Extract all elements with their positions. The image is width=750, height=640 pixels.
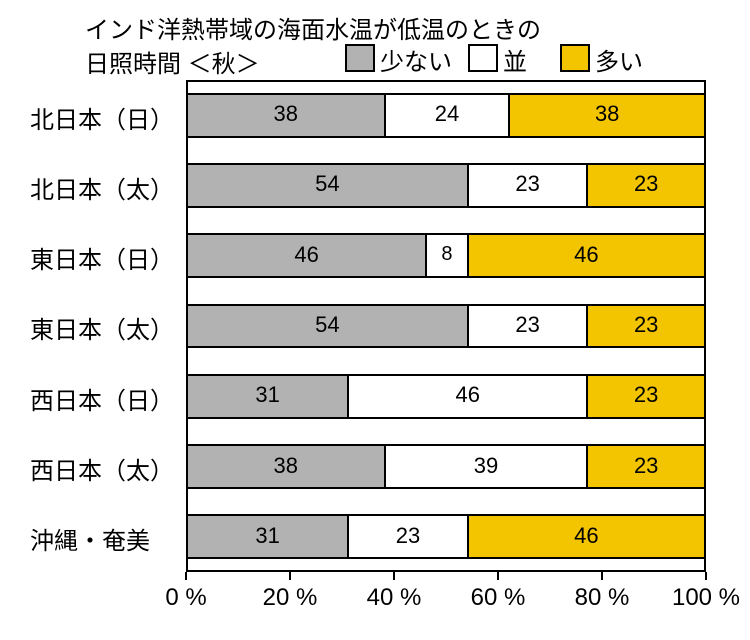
bar-row: 31 46 23 [186,374,706,419]
bar-value: 8 [441,243,452,266]
bar-value: 23 [634,382,658,408]
bar-row: 38 24 38 [186,93,706,138]
legend-label: 多い [595,42,643,77]
x-tick-label: 80 % [575,584,630,612]
bar-value: 46 [574,523,598,549]
bar-segment-normal: 23 [347,516,467,557]
bar-value: 31 [255,382,279,408]
legend-label: 並 [503,42,527,77]
bar-row: 54 23 23 [186,304,706,349]
bar-value: 31 [255,523,279,549]
plot-area: 38 24 38 54 23 23 46 8 46 54 23 23 31 46 23 38 39 23 31 23 4… [186,80,706,572]
bar-segment-few: 54 [186,165,467,206]
bar-segment-few: 38 [186,95,384,136]
row-label: 北日本（日） [30,100,174,135]
bar-segment-normal: 23 [467,165,587,206]
row-label: 東日本（太） [30,310,174,345]
bar-value: 23 [634,312,658,338]
chart-title-line1: インド洋熱帯域の海面水温が低温のときの [85,10,541,45]
bar-value: 24 [435,101,459,127]
x-tick [185,572,187,580]
bar-value: 54 [315,312,339,338]
bar-row: 46 8 46 [186,233,706,278]
row-label: 沖縄・奄美 [30,521,150,556]
bar-segment-few: 31 [186,516,347,557]
bar-segment-normal: 46 [347,376,586,417]
x-tick [289,572,291,580]
legend-swatch [345,44,375,72]
bar-segment-normal: 23 [467,306,587,347]
x-tick [705,572,707,580]
bar-value: 23 [515,171,539,197]
bar-row: 38 39 23 [186,444,706,489]
x-tick [497,572,499,580]
bar-value: 23 [634,453,658,479]
bar-segment-normal: 39 [384,446,587,487]
bar-value: 46 [456,382,480,408]
row-label: 西日本（日） [30,381,174,416]
bar-value: 23 [634,171,658,197]
bar-segment-many: 46 [467,235,706,276]
bar-value: 54 [315,171,339,197]
bar-value: 23 [396,523,420,549]
chart-container: { "chart": { "type": "stacked-bar-horizo… [0,0,750,640]
x-tick-label: 40 % [367,584,422,612]
x-tick [393,572,395,580]
legend-swatch [560,44,590,72]
bar-segment-few: 54 [186,306,467,347]
bar-segment-many: 23 [586,165,706,206]
row-label: 東日本（日） [30,240,174,275]
bar-segment-few: 38 [186,446,384,487]
bar-segment-many: 23 [586,306,706,347]
bar-segment-normal: 8 [425,235,467,276]
x-tick [601,572,603,580]
bar-value: 23 [515,312,539,338]
bar-row: 31 23 46 [186,514,706,559]
bar-value: 46 [574,242,598,268]
bar-value: 39 [474,453,498,479]
bar-segment-normal: 24 [384,95,509,136]
x-tick-label: 60 % [471,584,526,612]
bar-row: 54 23 23 [186,163,706,208]
bar-segment-many: 23 [586,446,706,487]
x-tick-label: 20 % [263,584,318,612]
bar-value: 46 [294,242,318,268]
legend-swatch [468,44,498,72]
bar-segment-many: 38 [508,95,706,136]
bar-value: 38 [274,101,298,127]
bar-segment-many: 46 [467,516,706,557]
x-tick-label: 100 % [672,584,740,612]
bar-segment-many: 23 [586,376,706,417]
bar-value: 38 [274,453,298,479]
legend: 少ない 並 多い [0,42,750,74]
x-tick-label: 0 % [165,584,206,612]
row-label: 西日本（太） [30,451,174,486]
legend-label: 少ない [380,42,452,77]
row-label: 北日本（太） [30,170,174,205]
bar-segment-few: 31 [186,376,347,417]
bar-segment-few: 46 [186,235,425,276]
bar-value: 38 [595,101,619,127]
